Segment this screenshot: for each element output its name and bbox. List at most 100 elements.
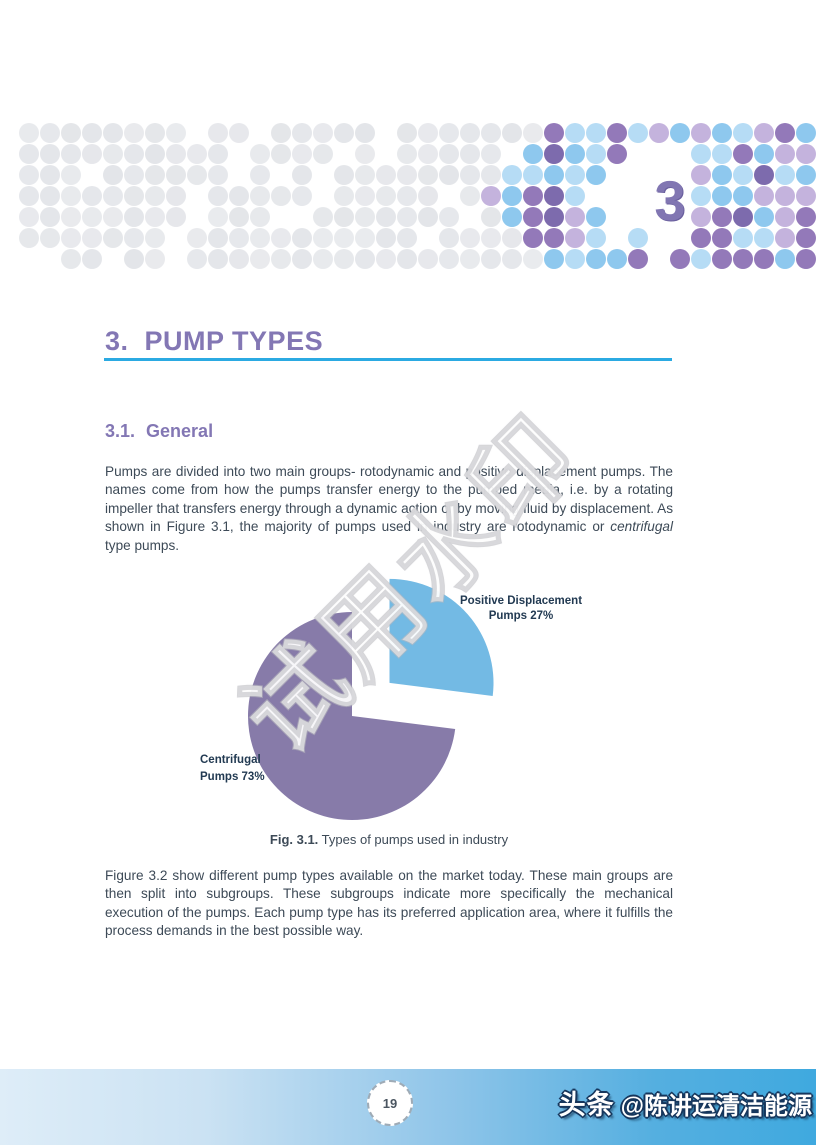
paragraph-general-italic: centrifugal bbox=[610, 519, 673, 535]
decor-dot-colored bbox=[691, 123, 711, 143]
decor-dot-gray bbox=[313, 123, 333, 143]
decor-dot-gray bbox=[187, 249, 207, 269]
decor-dot-gray bbox=[229, 123, 249, 143]
decor-dot-colored bbox=[586, 144, 606, 164]
decor-dot-colored bbox=[523, 207, 543, 227]
decor-dot-gray bbox=[124, 228, 144, 248]
decor-dot-gray bbox=[376, 186, 396, 206]
pie-chart bbox=[247, 578, 494, 820]
decor-dot-gray bbox=[355, 249, 375, 269]
decor-dot-gray bbox=[19, 186, 39, 206]
decor-dot-colored bbox=[565, 249, 585, 269]
decor-dot-colored bbox=[754, 228, 774, 248]
pie-label-centrifugal: Centrifugal Pumps 73% bbox=[200, 752, 340, 786]
decor-dot-gray bbox=[103, 228, 123, 248]
decor-dot-gray bbox=[502, 228, 522, 248]
decor-dot-colored bbox=[754, 144, 774, 164]
decor-dot-colored bbox=[691, 207, 711, 227]
decor-dot-colored bbox=[586, 228, 606, 248]
decor-dot-gray bbox=[229, 186, 249, 206]
decor-dot-gray bbox=[145, 144, 165, 164]
decor-dot-colored bbox=[712, 144, 732, 164]
decor-dot-gray bbox=[187, 228, 207, 248]
decor-dot-colored bbox=[565, 165, 585, 185]
decor-dot-colored bbox=[544, 207, 564, 227]
decor-dot-gray bbox=[313, 228, 333, 248]
decor-dot-gray bbox=[103, 207, 123, 227]
decor-dot-colored bbox=[523, 144, 543, 164]
decor-dot-gray bbox=[40, 186, 60, 206]
paragraph-figure32: Figure 3.2 show different pump types ava… bbox=[105, 868, 673, 939]
decor-dot-colored bbox=[754, 165, 774, 185]
decor-dot-colored bbox=[775, 165, 795, 185]
decor-dot-colored bbox=[544, 186, 564, 206]
decor-dot-gray bbox=[250, 144, 270, 164]
decor-dot-gray bbox=[208, 144, 228, 164]
decor-dot-gray bbox=[61, 144, 81, 164]
decor-dot-gray bbox=[82, 123, 102, 143]
decor-dot-gray bbox=[292, 249, 312, 269]
decor-dot-colored bbox=[691, 228, 711, 248]
decor-dot-gray bbox=[439, 123, 459, 143]
decor-dot-colored bbox=[796, 165, 816, 185]
decor-dot-colored bbox=[775, 186, 795, 206]
decor-dot-gray bbox=[145, 228, 165, 248]
decor-dot-colored bbox=[586, 165, 606, 185]
decor-dot-gray bbox=[418, 123, 438, 143]
figure-caption-label: Fig. 3.1. bbox=[269, 832, 319, 847]
decor-dot-colored bbox=[733, 123, 753, 143]
decor-dot-gray bbox=[82, 249, 102, 269]
decor-dot-gray bbox=[208, 123, 228, 143]
decor-dot-gray bbox=[145, 165, 165, 185]
decor-dot-colored bbox=[754, 207, 774, 227]
decor-dot-gray bbox=[418, 144, 438, 164]
decor-dot-gray bbox=[166, 165, 186, 185]
decor-dot-colored bbox=[691, 186, 711, 206]
section-heading-number: 3.1. bbox=[105, 421, 136, 441]
decor-dot-colored bbox=[565, 186, 585, 206]
decor-dot-gray bbox=[124, 186, 144, 206]
decor-dot-colored bbox=[523, 228, 543, 248]
chapter-dot-banner bbox=[0, 0, 816, 290]
decor-dot-colored bbox=[691, 165, 711, 185]
decor-dot-colored bbox=[796, 228, 816, 248]
pie-label-cf-line2: Pumps 73% bbox=[200, 771, 265, 783]
decor-dot-gray bbox=[187, 165, 207, 185]
decor-dot-gray bbox=[61, 165, 81, 185]
decor-dot-gray bbox=[208, 228, 228, 248]
decor-dot-colored bbox=[712, 228, 732, 248]
pie-slice-positive-displacement-pumps bbox=[389, 578, 494, 696]
decor-dot-gray bbox=[61, 207, 81, 227]
decor-dot-gray bbox=[355, 123, 375, 143]
decor-dot-gray bbox=[229, 207, 249, 227]
decor-dot-gray bbox=[439, 228, 459, 248]
decor-dot-colored bbox=[733, 144, 753, 164]
decor-dot-gray bbox=[292, 186, 312, 206]
decor-dot-gray bbox=[376, 207, 396, 227]
decor-dot-gray bbox=[334, 123, 354, 143]
decor-dot-gray bbox=[460, 249, 480, 269]
heading-rule bbox=[104, 358, 672, 361]
decor-dot-gray bbox=[397, 249, 417, 269]
decor-dot-gray bbox=[40, 123, 60, 143]
decor-dot-gray bbox=[145, 123, 165, 143]
decor-dot-gray bbox=[229, 228, 249, 248]
decor-dot-gray bbox=[292, 228, 312, 248]
decor-dot-colored bbox=[523, 186, 543, 206]
decor-dot-gray bbox=[250, 186, 270, 206]
decor-dot-gray bbox=[40, 165, 60, 185]
decor-dot-gray bbox=[292, 165, 312, 185]
decor-dot-gray bbox=[397, 207, 417, 227]
decor-dot-gray bbox=[355, 144, 375, 164]
decor-dot-gray bbox=[19, 207, 39, 227]
decor-dot-colored bbox=[754, 123, 774, 143]
decor-dot-gray bbox=[103, 144, 123, 164]
decor-dot-colored bbox=[691, 249, 711, 269]
decor-dot-gray bbox=[208, 186, 228, 206]
decor-dot-gray bbox=[397, 123, 417, 143]
decor-dot-colored bbox=[544, 228, 564, 248]
decor-dot-gray bbox=[250, 249, 270, 269]
toutiao-watermark: 头条 @陈讲运清洁能源 bbox=[559, 1083, 812, 1122]
decor-dot-colored bbox=[565, 123, 585, 143]
decor-dot-gray bbox=[61, 186, 81, 206]
